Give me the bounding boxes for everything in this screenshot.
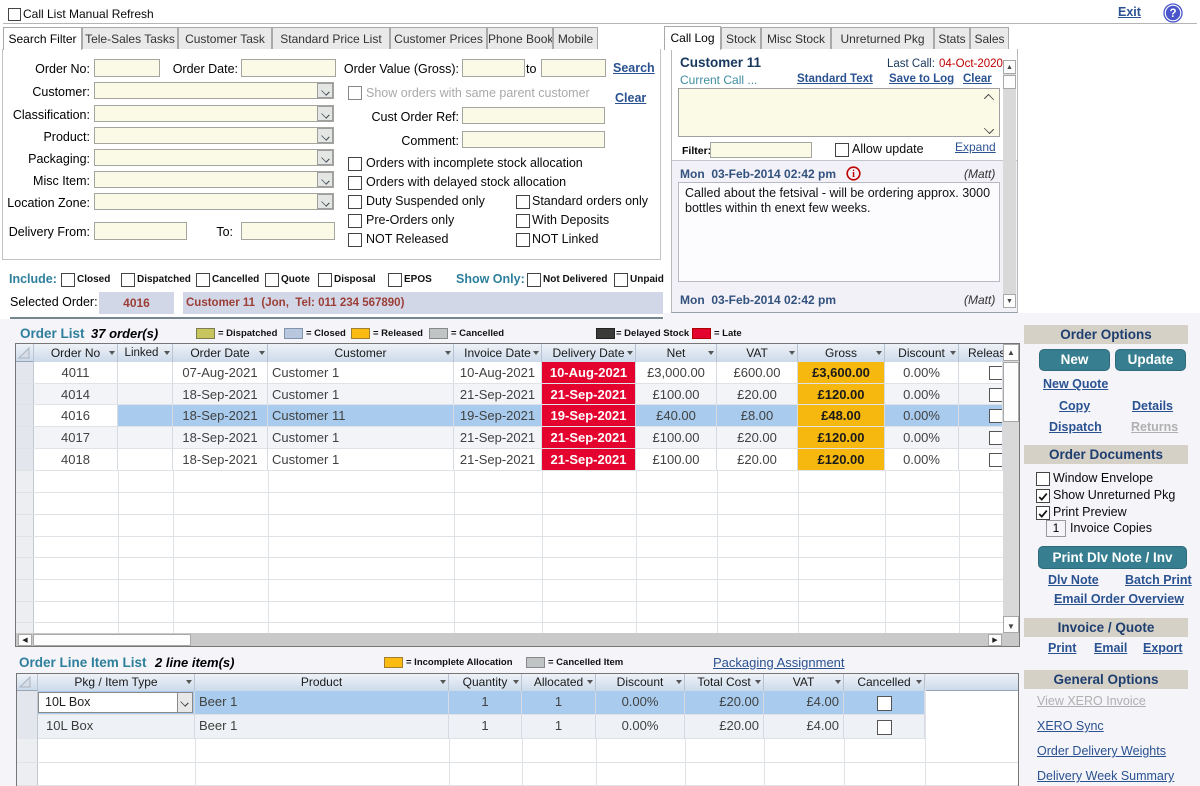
svg-text:i: i	[852, 169, 855, 180]
svg-text:?: ?	[1169, 8, 1176, 20]
